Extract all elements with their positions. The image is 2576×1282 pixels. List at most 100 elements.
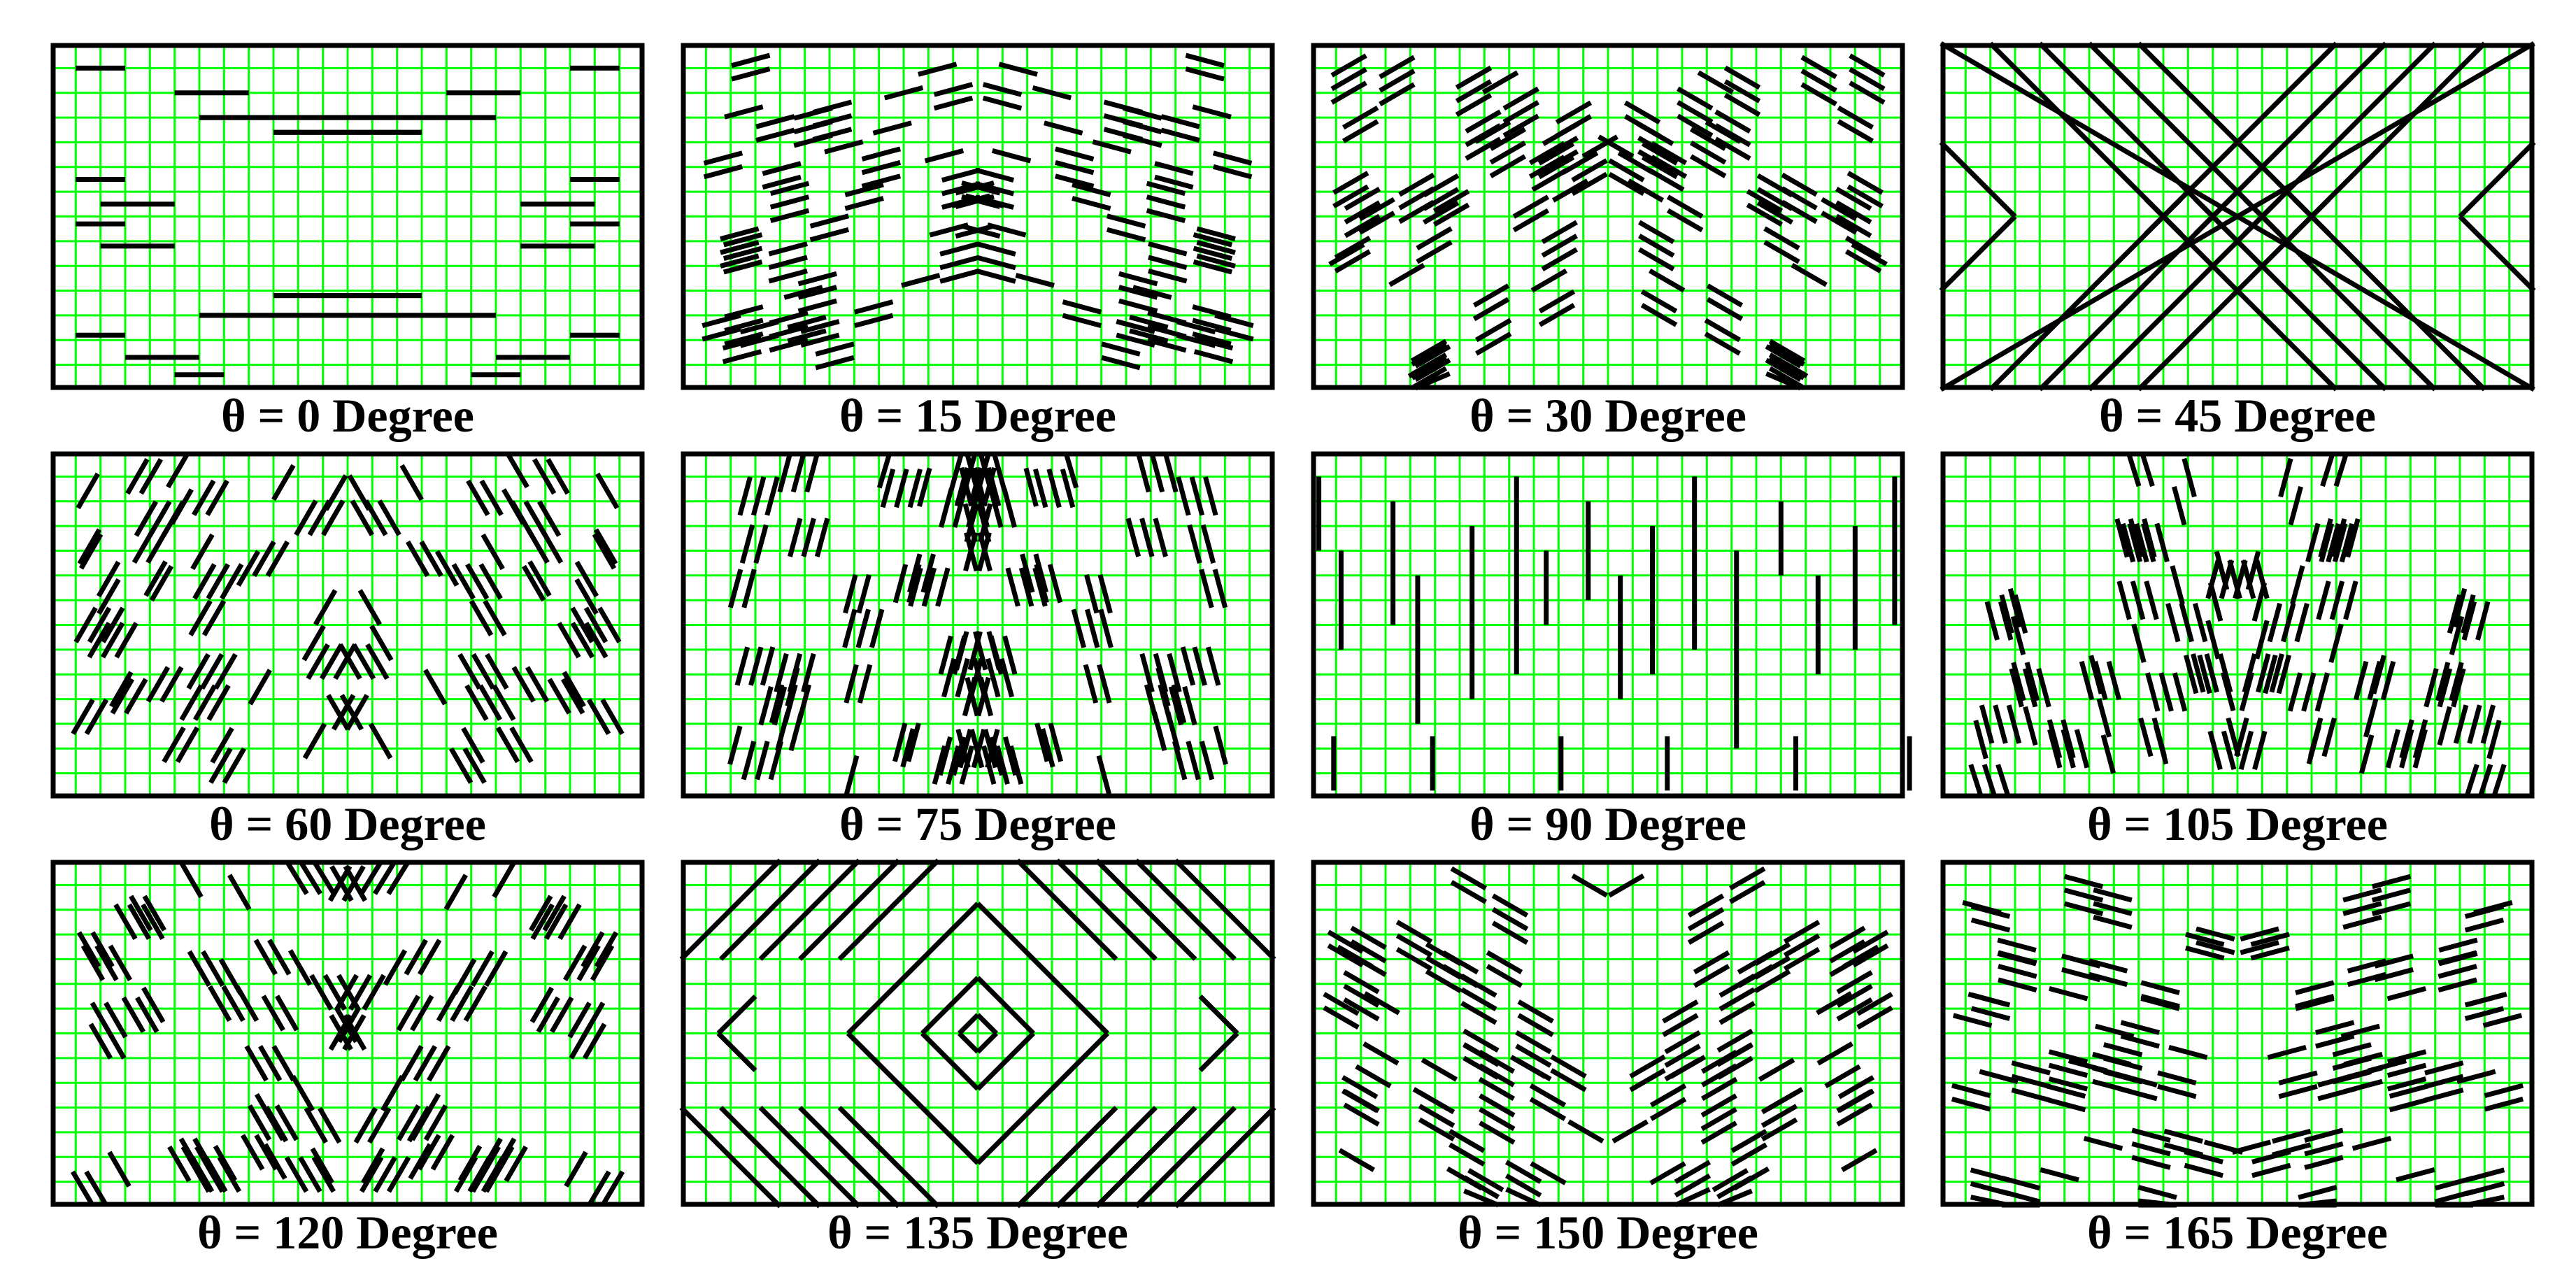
pattern-stroke bbox=[532, 457, 557, 495]
pattern-stroke bbox=[328, 1013, 353, 1051]
pattern-stroke bbox=[1328, 242, 1365, 266]
pattern-stroke bbox=[1998, 964, 2037, 979]
pattern-stroke bbox=[149, 564, 174, 602]
pattern-stroke bbox=[1718, 987, 1756, 1011]
pattern-stroke bbox=[138, 457, 164, 495]
pattern-stroke bbox=[1723, 92, 1761, 117]
pattern-stroke bbox=[1763, 226, 1800, 250]
pattern-stroke bbox=[769, 194, 810, 210]
pattern-stroke bbox=[723, 232, 763, 248]
pattern-stroke bbox=[1689, 154, 1727, 178]
pattern-strokes bbox=[1951, 874, 2524, 1208]
pattern-stroke bbox=[1531, 168, 1568, 192]
pattern-stroke bbox=[129, 895, 153, 932]
pattern-stroke bbox=[261, 995, 285, 1032]
pattern-stroke bbox=[557, 903, 582, 941]
pattern-stroke bbox=[1355, 1064, 1392, 1089]
pattern-stroke bbox=[1123, 133, 1162, 148]
pattern-stroke bbox=[2088, 655, 2104, 695]
pattern-stroke bbox=[192, 563, 217, 600]
pattern-stroke bbox=[1116, 332, 1155, 348]
pattern-stroke bbox=[758, 858, 861, 961]
pattern-stroke bbox=[2358, 734, 2375, 774]
pattern-stroke bbox=[1072, 182, 1111, 198]
pattern-stroke bbox=[1998, 950, 2037, 966]
pattern-stroke bbox=[560, 678, 585, 715]
pattern-stroke bbox=[741, 741, 757, 781]
pattern-stroke bbox=[145, 666, 171, 703]
pattern-stroke bbox=[145, 527, 170, 564]
pattern-stroke bbox=[932, 745, 948, 785]
pattern-stroke bbox=[2040, 1167, 2079, 1183]
pattern-stroke bbox=[985, 657, 1001, 698]
pattern-stroke bbox=[2048, 1049, 2088, 1064]
pattern-stroke bbox=[141, 986, 166, 1024]
pattern-stroke bbox=[1015, 273, 1055, 288]
pattern-stroke bbox=[265, 540, 290, 578]
pattern-stroke bbox=[1176, 319, 1216, 335]
pattern-stroke bbox=[2140, 993, 2180, 1009]
pattern-stroke bbox=[1034, 722, 1050, 762]
pattern-stroke bbox=[298, 1156, 322, 1193]
pattern-stroke bbox=[492, 684, 516, 721]
pattern-stroke bbox=[2157, 1083, 2197, 1099]
pattern-stroke bbox=[1474, 332, 1512, 356]
pattern-stroke bbox=[550, 996, 574, 1034]
pattern-stroke bbox=[1432, 202, 1470, 227]
pattern-stroke bbox=[797, 271, 838, 287]
pattern-stroke bbox=[201, 599, 227, 636]
panel-frame bbox=[1311, 451, 1905, 799]
pattern-stroke bbox=[190, 533, 215, 571]
pattern-stroke bbox=[1997, 937, 2037, 953]
pattern-stroke bbox=[933, 95, 974, 111]
pattern-stroke bbox=[948, 453, 965, 491]
pattern-stroke bbox=[2126, 452, 2142, 487]
pattern-stroke bbox=[1970, 992, 2011, 1008]
pattern-stroke bbox=[462, 747, 487, 784]
pattern-stroke bbox=[359, 860, 383, 895]
pattern-stroke bbox=[353, 1106, 378, 1144]
pattern-stroke bbox=[84, 698, 109, 736]
pattern-stroke bbox=[2165, 602, 2181, 643]
pattern-stroke bbox=[1486, 950, 1523, 975]
pattern-stroke bbox=[326, 694, 350, 731]
pattern-stroke bbox=[750, 476, 767, 516]
pattern-stroke bbox=[1771, 354, 1809, 378]
pattern-stroke bbox=[1341, 1075, 1379, 1099]
pattern-stroke bbox=[1517, 1013, 1554, 1037]
pattern-stroke bbox=[981, 466, 997, 507]
pattern-stroke bbox=[135, 996, 159, 1034]
pattern-stroke bbox=[939, 255, 979, 271]
pattern-stroke bbox=[720, 226, 760, 242]
pattern-stroke bbox=[2380, 660, 2396, 701]
pattern-stroke bbox=[492, 1137, 517, 1174]
pattern-stroke bbox=[2170, 565, 2185, 605]
pattern-stroke bbox=[413, 1045, 438, 1082]
pattern-stroke bbox=[2254, 560, 2270, 599]
pattern-stroke bbox=[367, 1106, 392, 1144]
pattern-stroke bbox=[800, 332, 840, 348]
pattern-stroke bbox=[775, 711, 790, 751]
pattern-stroke bbox=[2006, 704, 2022, 744]
pattern-stroke bbox=[350, 499, 374, 536]
pattern-stroke bbox=[1412, 1087, 1450, 1111]
pattern-stroke bbox=[1617, 150, 1655, 175]
pattern-stroke bbox=[969, 728, 985, 769]
pattern-stroke bbox=[1176, 476, 1191, 516]
pattern-stroke bbox=[1700, 1076, 1738, 1102]
pattern-stroke bbox=[1432, 189, 1470, 213]
pattern-stroke bbox=[1849, 66, 1886, 92]
pattern-stroke bbox=[906, 564, 922, 604]
pattern-stroke bbox=[369, 625, 394, 662]
pattern-stroke bbox=[1153, 518, 1168, 557]
pattern-stroke bbox=[907, 468, 923, 508]
pattern-stroke bbox=[1664, 1044, 1701, 1068]
pattern-stroke bbox=[760, 646, 776, 686]
panel-grid-lines bbox=[1311, 452, 1905, 798]
pattern-stroke bbox=[2207, 582, 2223, 622]
pattern-stroke bbox=[1481, 70, 1519, 94]
pattern-stroke bbox=[1344, 213, 1381, 238]
pattern-stroke bbox=[410, 995, 434, 1032]
pattern-stroke bbox=[452, 957, 477, 995]
pattern-stroke bbox=[973, 631, 988, 671]
